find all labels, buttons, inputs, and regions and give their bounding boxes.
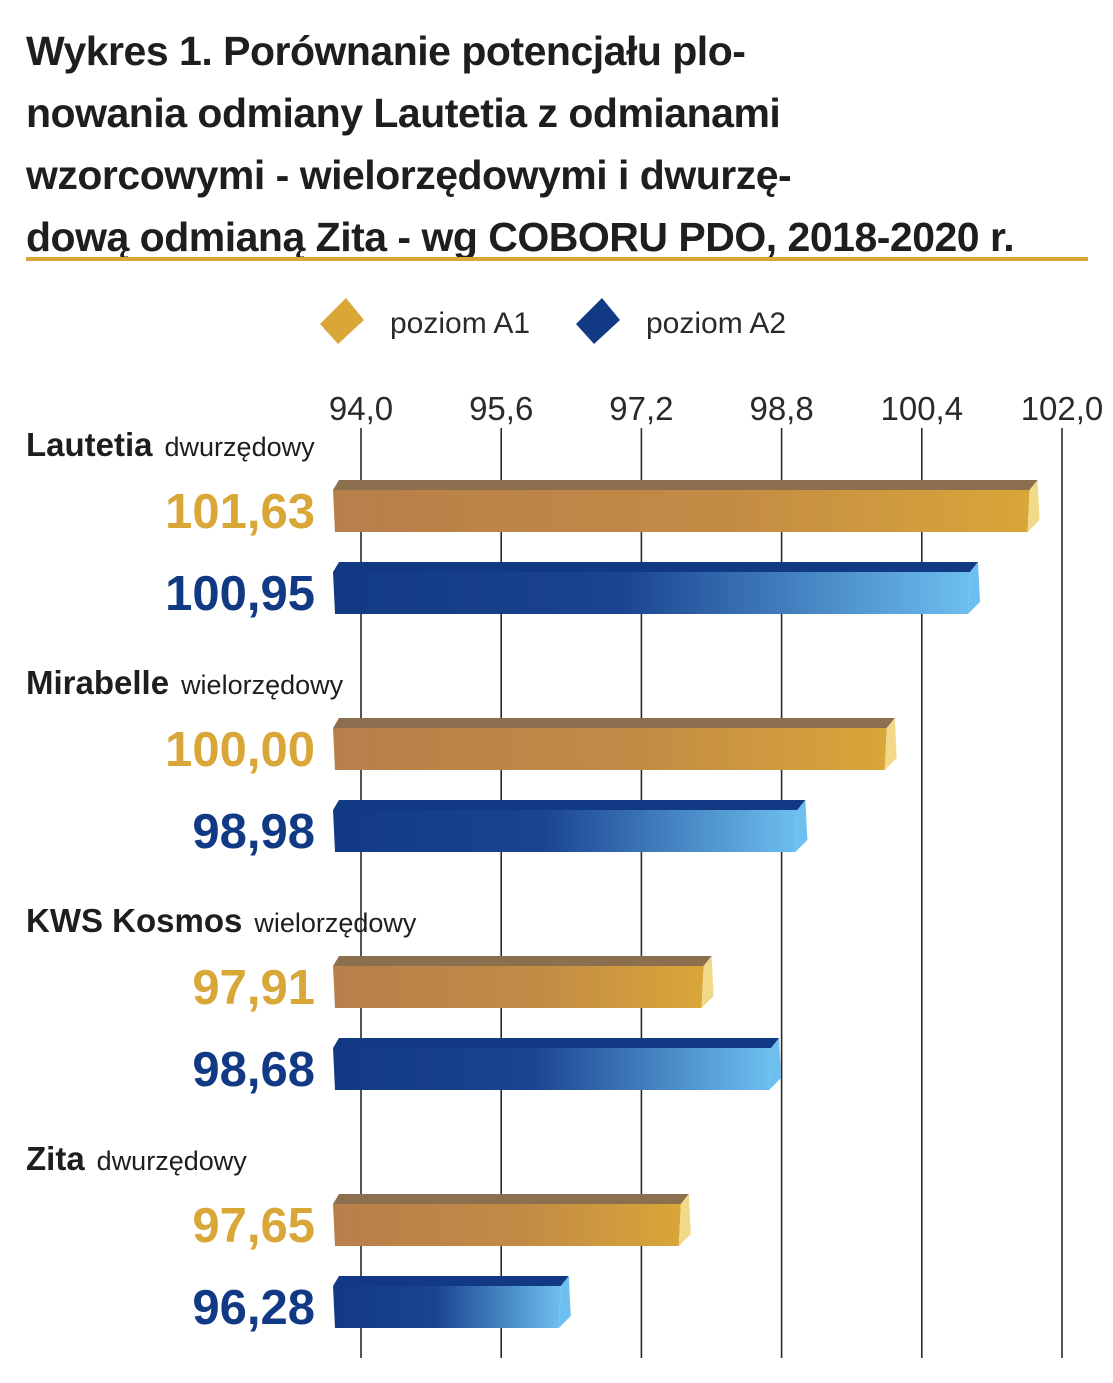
bar-a1-top: [333, 956, 712, 966]
bar-a2-front: [333, 810, 798, 852]
bar-a1: [333, 1194, 691, 1246]
tick-label: 102,0: [1021, 390, 1104, 427]
bar-a1-top: [333, 1194, 689, 1204]
data-label-a2: 100,95: [165, 567, 315, 621]
legend-a2: poziom A2: [576, 298, 786, 344]
data-label-a2: 96,28: [192, 1281, 315, 1335]
legend-a2-label: poziom A2: [646, 307, 786, 340]
title-underline: [26, 257, 1088, 261]
data-label-a2: 98,68: [192, 1043, 315, 1097]
category-group: Zita dwurzędowy 97,65 96,28: [26, 1140, 691, 1335]
bar-a1-side: [678, 1194, 691, 1246]
title-line-2: nowania odmiany Lautetia z odmianami: [26, 90, 781, 136]
bar-a2: [333, 562, 980, 614]
bar-a2-top: [333, 800, 806, 810]
legend-a1-label: poziom A1: [390, 307, 530, 340]
data-label-a1: 97,65: [192, 1199, 315, 1253]
category-header: Lautetia dwurzędowy: [26, 426, 315, 463]
category-type: wielorzędowy: [180, 670, 344, 700]
category-name: Zita: [26, 1140, 85, 1177]
bar-a1-front: [333, 490, 1030, 532]
data-label-a1: 101,63: [165, 485, 315, 539]
category-type: wielorzędowy: [253, 908, 417, 938]
bar-a2: [333, 1276, 571, 1328]
category-name: KWS Kosmos: [26, 902, 242, 939]
bar-a2-top: [333, 1276, 569, 1286]
bar-a1-side: [701, 956, 714, 1008]
legend: poziom A1 poziom A2: [320, 298, 786, 344]
bar-a2-side: [795, 800, 808, 852]
data-label-a2: 98,98: [192, 805, 315, 859]
bar-a1-front: [333, 966, 704, 1008]
data-label-a1: 97,91: [192, 961, 315, 1015]
title-line-3: wzorcowymi - wielorzędowymi i dwurzę-: [26, 152, 792, 198]
bar-a2-top: [333, 562, 978, 572]
legend-a1-swatch: [320, 298, 364, 344]
tick-label: 97,2: [609, 390, 673, 427]
bar-a2-front: [333, 1048, 772, 1090]
category-header: Zita dwurzędowy: [26, 1140, 247, 1177]
chart-title: Wykres 1. Porównanie potencjału plo- now…: [26, 20, 1096, 268]
tick-label: 98,8: [749, 390, 813, 427]
category-type: dwurzędowy: [165, 432, 316, 462]
category-group: Mirabelle wielorzędowy 100,00 98,98: [26, 664, 897, 859]
bar-a2: [333, 800, 808, 852]
category-group: KWS Kosmos wielorzędowy 97,91 98,68: [26, 902, 782, 1097]
tick-label: 95,6: [469, 390, 533, 427]
bar-a1-top: [333, 480, 1038, 490]
bar-a1-front: [333, 728, 887, 770]
title-line-1: Wykres 1. Porównanie potencjału plo-: [26, 28, 746, 74]
category-name: Lautetia: [26, 426, 153, 463]
bar-a1: [333, 480, 1040, 532]
bar-a2-side: [769, 1038, 782, 1090]
data-label-a1: 100,00: [165, 723, 315, 777]
bar-a1-top: [333, 718, 895, 728]
bar-a2-side: [558, 1276, 571, 1328]
bar-a1: [333, 718, 897, 770]
category-header: KWS Kosmos wielorzędowy: [26, 902, 417, 939]
bar-a2-top: [333, 1038, 780, 1048]
legend-a2-swatch: [576, 298, 620, 344]
bar-a1: [333, 956, 714, 1008]
category-group: Lautetia dwurzędowy 101,63 100,95: [26, 426, 1040, 621]
bar-a2: [333, 1038, 782, 1090]
bar-a1-side: [1027, 480, 1040, 532]
category-header: Mirabelle wielorzędowy: [26, 664, 344, 701]
tick-label: 94,0: [329, 390, 393, 427]
bar-a1-side: [884, 718, 897, 770]
bar-a1-front: [333, 1204, 681, 1246]
tick-label: 100,4: [881, 390, 964, 427]
category-type: dwurzędowy: [97, 1146, 248, 1176]
legend-a1: poziom A1: [320, 298, 530, 344]
title-line-4: dową odmianą Zita - wg COBORU PDO, 2018-…: [26, 214, 1015, 260]
bar-a2-front: [333, 1286, 561, 1328]
bar-a2-front: [333, 572, 970, 614]
bar-a2-side: [967, 562, 980, 614]
category-name: Mirabelle: [26, 664, 169, 701]
